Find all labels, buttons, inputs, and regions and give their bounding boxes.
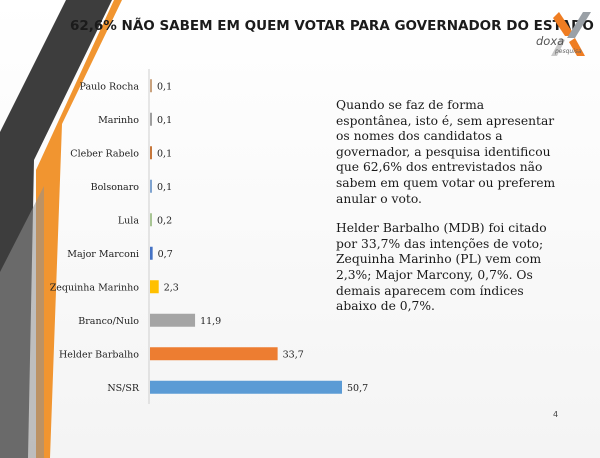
bar <box>150 347 278 361</box>
logo-subtitle: pesquisa <box>555 48 582 55</box>
value-label: 0,7 <box>158 249 173 260</box>
value-label: 50,7 <box>347 383 368 394</box>
bar <box>150 213 152 227</box>
doxa-logo-icon <box>551 12 591 56</box>
value-label: 11,9 <box>200 316 221 327</box>
category-label: Branco/Nulo <box>78 316 139 327</box>
bar <box>150 380 342 394</box>
bar <box>150 179 152 193</box>
value-label: 0,1 <box>157 148 172 159</box>
value-label: 2,3 <box>164 282 179 293</box>
category-label: Paulo Rocha <box>79 81 139 92</box>
category-label: Marinho <box>98 115 139 126</box>
value-label: 0,1 <box>157 182 172 193</box>
logo-name: doxa <box>536 34 565 48</box>
bar <box>150 246 153 260</box>
bar <box>150 280 159 294</box>
bar <box>150 112 152 126</box>
category-label: Bolsonaro <box>91 182 140 193</box>
value-label: 0,1 <box>157 81 172 92</box>
slide-title: 62,6% NÃO SABEM EM QUEM VOTAR PARA GOVER… <box>70 18 594 34</box>
value-label: 0,1 <box>157 115 172 126</box>
decor-stripe-orange <box>36 0 122 458</box>
analysis-paragraph-1: Quando se faz de forma espontânea, isto … <box>336 98 556 206</box>
analysis-text: Quando se faz de forma espontânea, isto … <box>336 98 562 329</box>
analysis-paragraph-2: Helder Barbalho (MDB) foi citado por 33,… <box>336 221 547 314</box>
category-label: Lula <box>118 215 139 226</box>
value-label: 0,2 <box>157 215 172 226</box>
category-label: Major Marconi <box>67 249 139 260</box>
category-label: Cleber Rabelo <box>70 148 139 159</box>
page-number: 4 <box>553 410 559 419</box>
decor-stripe-gray <box>0 186 44 458</box>
bar <box>150 313 196 327</box>
category-label: Helder Barbalho <box>59 349 139 360</box>
value-label: 33,7 <box>283 349 304 360</box>
bar <box>150 146 152 160</box>
category-label: NS/SR <box>107 383 140 394</box>
category-label: Zequinha Marinho <box>50 282 140 293</box>
bar <box>150 79 152 93</box>
